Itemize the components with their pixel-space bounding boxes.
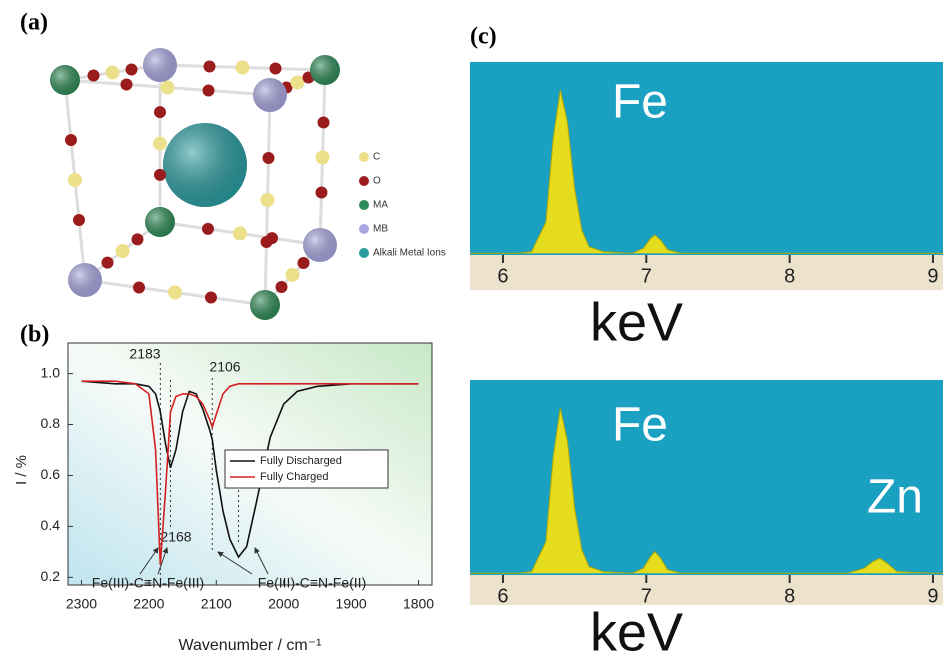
legend-label: MA	[373, 200, 388, 211]
x-tick-label: 8	[784, 585, 795, 607]
element-label: Zn	[867, 471, 923, 524]
x-tick-label: 2100	[201, 596, 232, 612]
shade	[310, 55, 340, 85]
atom	[116, 244, 130, 258]
atom	[205, 292, 217, 304]
axis-strip	[470, 255, 943, 290]
page: (a) (b) (c) C O MA MB Alkali Metal Ions 2300 2…	[0, 0, 949, 661]
peak-label: 2183	[129, 346, 160, 362]
atom	[233, 227, 247, 241]
atom	[204, 61, 216, 73]
legend-swatch	[359, 200, 369, 210]
atom	[291, 76, 305, 90]
y-tick-label: 0.8	[41, 415, 61, 431]
atom	[102, 257, 114, 269]
atom	[121, 79, 133, 91]
spectrum-background	[470, 62, 943, 255]
panel-label: (a)	[20, 10, 48, 36]
legend-label: O	[373, 176, 381, 187]
atom	[263, 152, 275, 164]
y-axis-label: I / %	[13, 455, 30, 485]
peak-label: 2168	[160, 529, 191, 545]
atom	[126, 64, 138, 76]
atom	[270, 63, 282, 75]
atom	[154, 169, 166, 181]
panel-label: (c)	[470, 24, 497, 50]
legend-label: MB	[373, 224, 388, 235]
legend-label: Fully Charged	[260, 471, 328, 483]
y-tick-label: 0.2	[41, 568, 61, 584]
atom	[202, 223, 214, 235]
atom	[203, 85, 215, 97]
atom	[88, 70, 100, 82]
legend-swatch	[359, 248, 369, 258]
atom	[73, 214, 85, 226]
y-tick-label: 0.4	[41, 517, 61, 533]
element-label: Fe	[612, 76, 668, 129]
x-tick-label: 2300	[66, 596, 97, 612]
legend-swatch	[359, 224, 369, 234]
x-axis-label: Wavenumber / cm⁻¹	[179, 637, 322, 654]
atom	[298, 257, 310, 269]
atom	[132, 233, 144, 245]
x-tick-label: 7	[641, 265, 652, 287]
atom	[133, 282, 145, 294]
x-tick-label: 2200	[133, 596, 164, 612]
x-tick-label: 2000	[268, 596, 299, 612]
shade	[163, 123, 247, 207]
atom	[286, 268, 300, 282]
y-tick-label: 1.0	[41, 364, 61, 380]
panel-label: (b)	[20, 322, 49, 348]
x-axis-label: keV	[590, 602, 683, 661]
shade	[68, 263, 102, 297]
axis-strip	[470, 575, 943, 605]
atom	[266, 232, 278, 244]
atom	[316, 187, 328, 199]
crystal-diagram	[50, 48, 340, 320]
bond-label: Fe(III)-C≡N-Fe(III)	[92, 575, 204, 591]
shade	[253, 78, 287, 112]
element-label: Fe	[612, 399, 668, 452]
atom	[276, 281, 288, 293]
y-tick-label: 0.6	[41, 466, 61, 482]
bond-label: Fe(III)-C≡N-Fe(II)	[258, 575, 367, 591]
atom	[236, 61, 250, 75]
atom	[106, 66, 120, 80]
atom	[161, 81, 175, 95]
legend-label: C	[373, 152, 380, 163]
peak-label: 2106	[209, 359, 240, 375]
atom	[154, 106, 166, 118]
legend-label: Fully Discharged	[260, 455, 342, 467]
x-tick-label: 6	[497, 585, 508, 607]
legend-label: Alkali Metal Ions	[373, 248, 446, 259]
atom	[261, 193, 275, 207]
legend-swatch	[359, 176, 369, 186]
shade	[145, 207, 175, 237]
atom	[316, 151, 330, 165]
atom	[68, 173, 82, 187]
atom	[168, 286, 182, 300]
figure: (a) (b) (c) C O MA MB Alkali Metal Ions 2300 2…	[0, 0, 949, 661]
shade	[50, 65, 80, 95]
shade	[303, 228, 337, 262]
shade	[143, 48, 177, 82]
legend-swatch	[359, 152, 369, 162]
atom	[65, 134, 77, 146]
x-tick-label: 1900	[336, 596, 367, 612]
shade	[250, 290, 280, 320]
x-tick-label: 6	[497, 265, 508, 287]
x-tick-label: 9	[927, 585, 938, 607]
x-axis-label: keV	[590, 292, 683, 352]
x-tick-label: 1800	[403, 596, 434, 612]
x-tick-label: 8	[784, 265, 795, 287]
atom	[153, 137, 167, 151]
x-tick-label: 9	[927, 265, 938, 287]
atom	[318, 117, 330, 129]
